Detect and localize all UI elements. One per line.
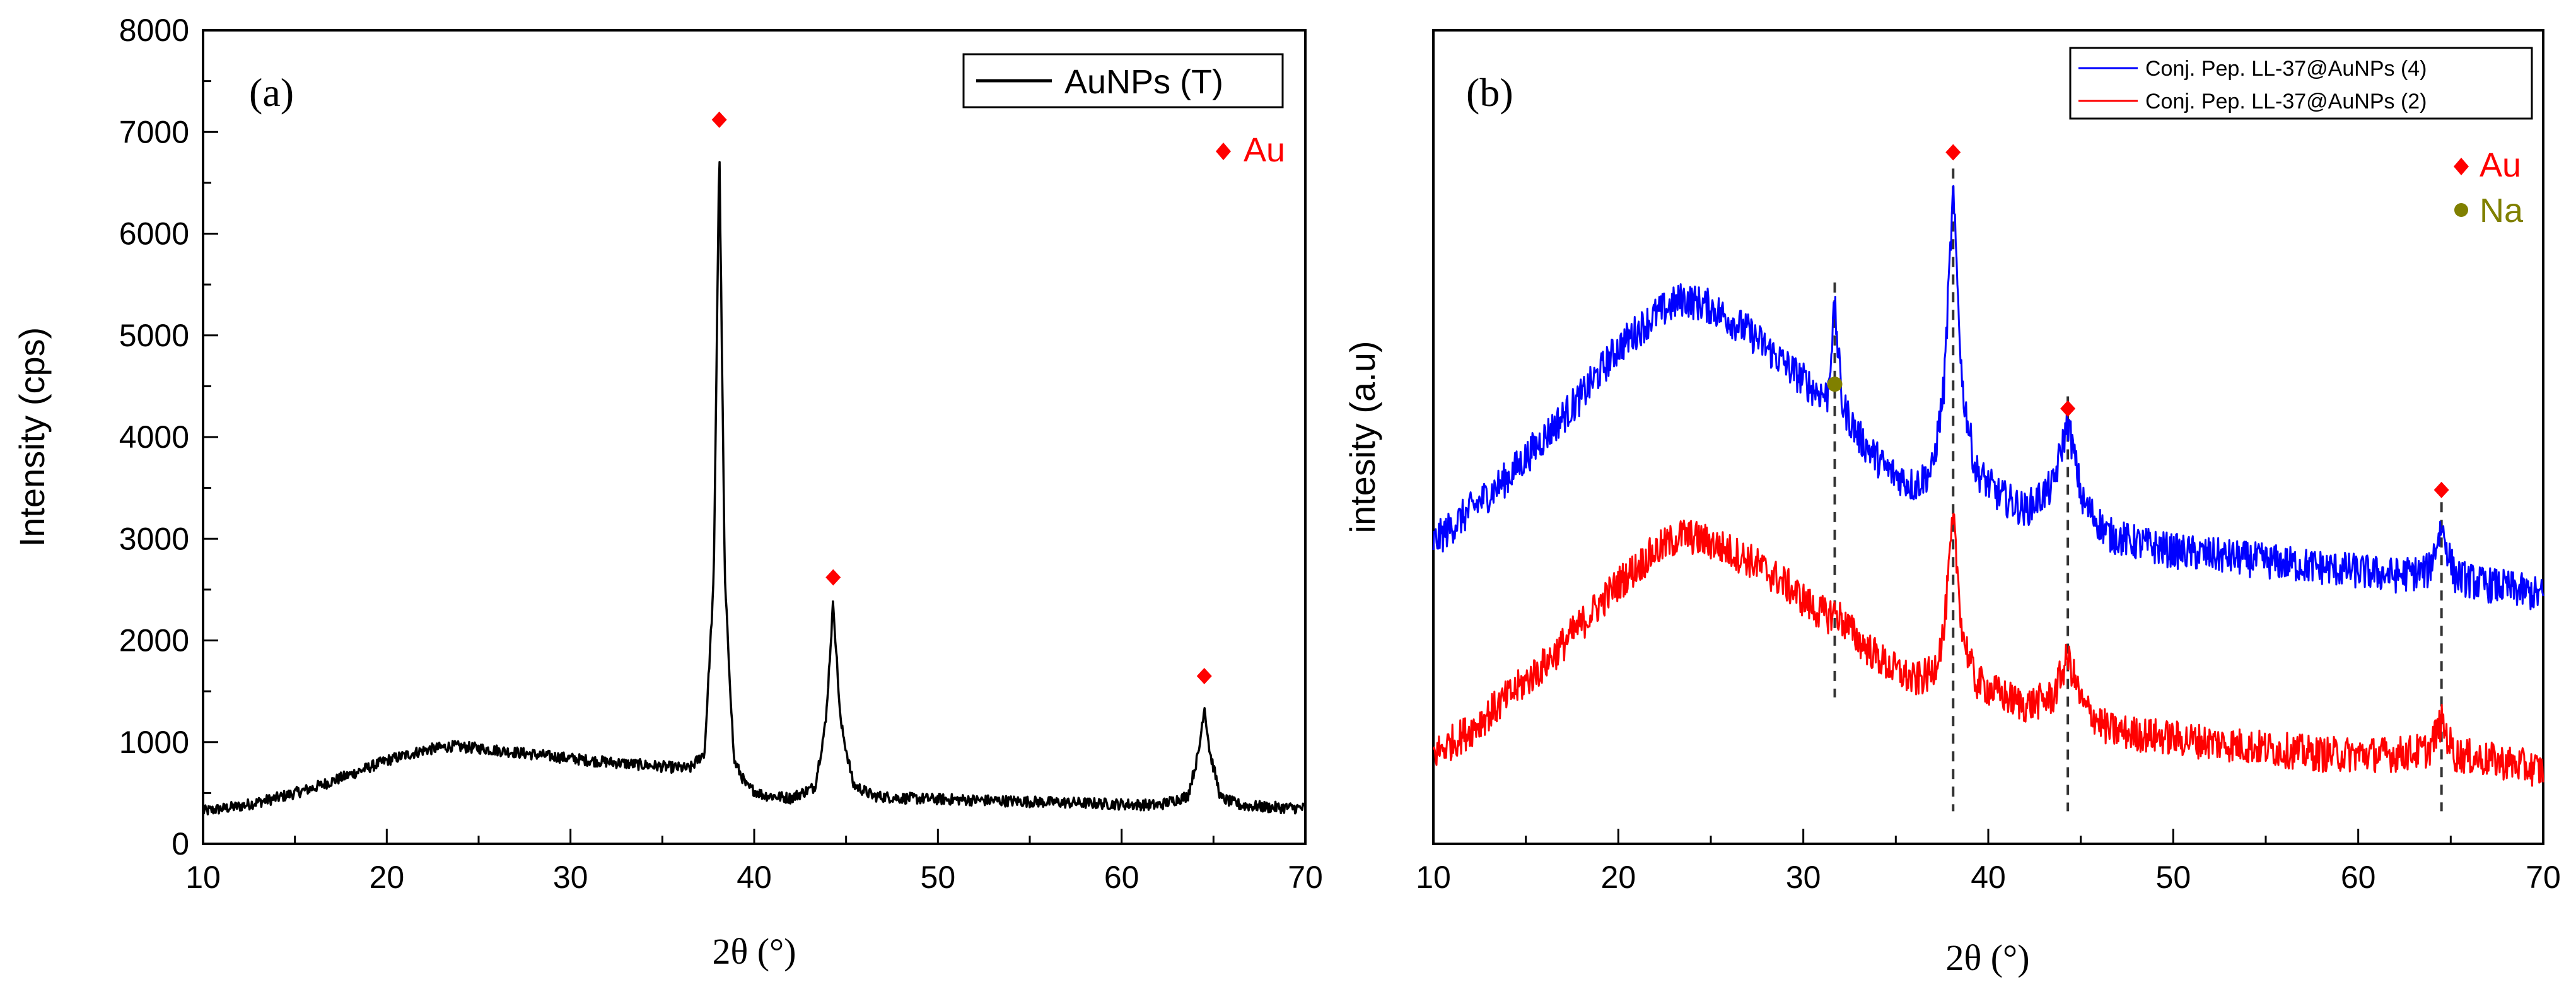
au-marker-legend-label: Au: [1244, 131, 1285, 169]
panel-b-plot-frame: [1432, 29, 2544, 845]
panel-b-legend-label-1: Conj. Pep. LL-37@AuNPs (4): [2145, 57, 2427, 81]
y-tick-label: 7000: [119, 114, 189, 149]
au-marker-legend-icon: [2454, 158, 2469, 175]
y-tick-label: 0: [172, 826, 189, 861]
panel-a-x-axis: 10 20 30 40 50 60 70: [185, 829, 1323, 895]
au-marker-legend-icon: [1216, 143, 1231, 160]
x-tick-label: 70: [2526, 860, 2561, 895]
y-tick-label: 2000: [119, 623, 189, 658]
panel-a-legend-label: AuNPs (T): [1064, 63, 1223, 101]
panel-b-y-axis-title: intesity (a.u): [1343, 341, 1382, 534]
au-peak-marker: [825, 569, 841, 586]
x-tick-label: 20: [370, 860, 405, 895]
y-tick-label: 3000: [119, 521, 189, 556]
panel-a-plot-frame: [202, 29, 1307, 845]
x-tick-label: 60: [2341, 860, 2376, 895]
x-tick-label: 10: [185, 860, 221, 895]
y-tick-label: 6000: [119, 216, 189, 252]
panel-b-guide-lines: [1833, 168, 2443, 812]
x-tick-label: 50: [921, 860, 956, 895]
panel-a-x-axis-title: 2θ (°): [712, 931, 796, 972]
x-tick-label: 30: [553, 860, 588, 895]
au-peak-marker: [711, 111, 727, 128]
panel-a-legend: AuNPs (T): [962, 53, 1284, 108]
x-tick-label: 70: [1288, 860, 1323, 895]
au-peak-marker: [1196, 667, 1212, 684]
series-line-1: [1432, 185, 2544, 610]
series-line-1: [202, 161, 1306, 815]
panel-b-x-axis-title: 2θ (°): [1945, 937, 2029, 978]
au-peak-marker: [2433, 481, 2449, 498]
x-tick-label: 40: [737, 860, 772, 895]
x-tick-label: 30: [1786, 860, 1821, 895]
panel-a-marker-legend: Au: [1216, 131, 1285, 169]
panel-b-legend-label-2: Conj. Pep. LL-37@AuNPs (2): [2145, 90, 2427, 114]
x-tick-label: 50: [2156, 860, 2191, 895]
panel-b-x-axis: 10 20 30 40 50 60 70: [1416, 829, 2561, 895]
x-tick-label: 20: [1601, 860, 1636, 895]
panel-a-y-axis: 0 1000 2000 3000 4000 5000 6000 7000 8000: [119, 13, 218, 861]
panel-a-y-axis-title: Intensity (cps): [12, 327, 52, 547]
na-marker-legend-icon: [2454, 203, 2468, 217]
panel-a-label: (a): [249, 70, 294, 115]
panel-a-chart: 0 1000 2000 3000 4000 5000 6000 7000 8000 10 20 30…: [12, 13, 1323, 972]
panel-b-legend: Conj. Pep. LL-37@AuNPs (4) Conj. Pep. LL…: [2069, 47, 2533, 120]
au-peak-marker: [2060, 400, 2076, 417]
panel-b-legend-frame: [2069, 47, 2533, 120]
x-tick-label: 60: [1104, 860, 1139, 895]
au-peak-marker: [1945, 144, 1961, 161]
series-line-2: [1432, 513, 2544, 787]
y-tick-label: 4000: [119, 419, 189, 455]
panel-b-chart: 10 20 30 40 50 60 70 (b) intesity (a.u) 2θ (°)…: [1343, 29, 2561, 978]
y-tick-label: 5000: [119, 318, 189, 353]
panel-a-series: [202, 161, 1306, 815]
panel-b-peak-markers: [1827, 144, 2449, 498]
x-tick-label: 40: [1971, 860, 2006, 895]
panel-b-label: (b): [1466, 70, 1513, 115]
panel-a-peak-markers: [711, 111, 1212, 684]
panel-b-marker-legend: Au Na: [2454, 146, 2524, 230]
na-marker-legend-label: Na: [2480, 192, 2524, 230]
au-marker-legend-label: Au: [2480, 146, 2521, 184]
panel-b-series: [1432, 185, 2544, 787]
x-tick-label: 10: [1416, 860, 1451, 895]
na-peak-marker: [1827, 377, 1843, 392]
y-tick-label: 8000: [119, 13, 189, 48]
y-tick-label: 1000: [119, 725, 189, 760]
